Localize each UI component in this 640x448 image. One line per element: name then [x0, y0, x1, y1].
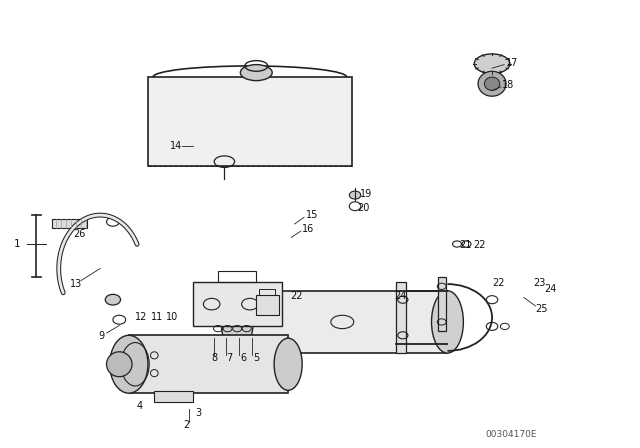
- Ellipse shape: [241, 65, 272, 81]
- Ellipse shape: [474, 54, 510, 73]
- Bar: [256, 295, 278, 315]
- Bar: [154, 391, 193, 402]
- Bar: [218, 271, 256, 282]
- Text: 15: 15: [306, 210, 318, 220]
- Text: 11: 11: [151, 312, 163, 322]
- Bar: [438, 277, 445, 331]
- Text: 26: 26: [73, 229, 85, 239]
- Bar: [237, 291, 447, 353]
- Text: 3: 3: [196, 408, 202, 418]
- Text: 25: 25: [536, 305, 548, 314]
- Bar: [259, 289, 275, 295]
- Text: 22: 22: [473, 241, 485, 250]
- Bar: [396, 282, 406, 353]
- Ellipse shape: [105, 294, 120, 305]
- Ellipse shape: [274, 338, 302, 390]
- Text: 21: 21: [459, 241, 471, 250]
- Text: 16: 16: [302, 224, 314, 234]
- Bar: [129, 335, 288, 393]
- Text: 24: 24: [394, 291, 407, 301]
- Text: 13: 13: [70, 279, 83, 289]
- Text: 10: 10: [166, 312, 178, 322]
- Ellipse shape: [349, 191, 361, 199]
- Text: 5: 5: [253, 353, 259, 363]
- Ellipse shape: [431, 291, 463, 353]
- Ellipse shape: [221, 291, 253, 353]
- Text: 20: 20: [357, 202, 369, 212]
- Text: 17: 17: [506, 58, 518, 68]
- Text: 22: 22: [492, 278, 504, 288]
- Text: 12: 12: [135, 312, 148, 322]
- Bar: [193, 282, 282, 327]
- Ellipse shape: [106, 352, 132, 377]
- Ellipse shape: [484, 77, 500, 90]
- Text: 24: 24: [544, 284, 557, 293]
- Bar: [148, 77, 352, 166]
- Text: 18: 18: [502, 80, 515, 90]
- Text: 9: 9: [99, 331, 104, 341]
- Ellipse shape: [109, 335, 148, 393]
- Ellipse shape: [478, 71, 506, 96]
- Text: 14: 14: [170, 141, 182, 151]
- Text: 23: 23: [534, 278, 546, 288]
- Text: 6: 6: [241, 353, 246, 363]
- Text: 7: 7: [227, 353, 232, 363]
- Bar: [52, 219, 88, 228]
- Text: 00304170E: 00304170E: [486, 430, 537, 439]
- Text: 22: 22: [290, 291, 303, 301]
- Text: 4: 4: [136, 401, 143, 411]
- Text: 1: 1: [14, 239, 20, 249]
- Text: 2: 2: [183, 420, 189, 430]
- Text: 8: 8: [212, 353, 218, 363]
- Text: 19: 19: [360, 189, 372, 199]
